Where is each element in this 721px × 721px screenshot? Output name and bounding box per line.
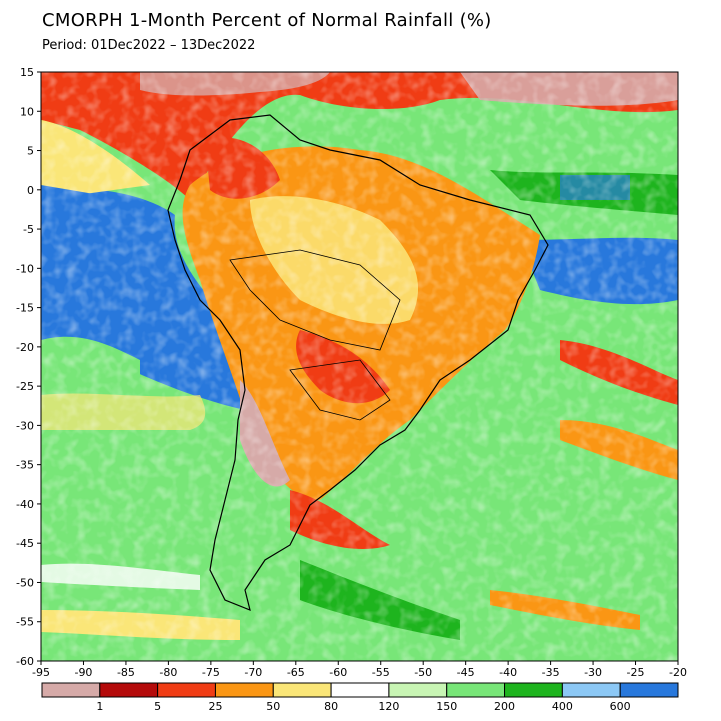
y-tick-label: -25	[16, 380, 34, 393]
y-tick-label: -20	[16, 341, 34, 354]
x-tick-label: -60	[329, 666, 347, 679]
colorbar-label: 1	[96, 700, 103, 713]
y-tick-label: -60	[16, 655, 34, 668]
colorbar-swatch	[214, 682, 274, 698]
y-tick-label: -30	[16, 419, 34, 432]
colorbar-swatch	[561, 682, 621, 698]
x-tick-label: -80	[159, 666, 177, 679]
x-tick-label: -75	[202, 666, 220, 679]
colorbar-label: 50	[266, 700, 280, 713]
y-tick-label: -15	[16, 302, 34, 315]
colorbar-label: 150	[436, 700, 457, 713]
colorbar-label: 80	[324, 700, 338, 713]
x-tick-label: -45	[457, 666, 475, 679]
x-tick-label: -95	[32, 666, 50, 679]
colorbar-label: 5	[154, 700, 161, 713]
rainfall-field	[41, 72, 678, 661]
x-tick-label: -50	[414, 666, 432, 679]
y-axis-ticks: 15 10 5 0 -5 -10 -15 -20 -25 -30 -35 -40 -45 -50 -55 -6…	[16, 66, 41, 668]
y-tick-label: 5	[27, 145, 34, 158]
colorbar-swatch	[272, 682, 332, 698]
y-tick-label: -40	[16, 498, 34, 511]
y-tick-label: 10	[20, 105, 34, 118]
y-tick-label: -55	[16, 616, 34, 629]
colorbar-swatch	[157, 682, 216, 698]
colorbar-label: 120	[378, 700, 399, 713]
x-tick-label: -30	[584, 666, 602, 679]
y-tick-label: 15	[20, 66, 34, 79]
x-tick-label: -55	[372, 666, 390, 679]
x-tick-label: -85	[117, 666, 135, 679]
y-tick-label: -45	[16, 537, 34, 550]
colorbar-label: 400	[552, 700, 573, 713]
y-tick-label: -10	[16, 262, 34, 275]
y-tick-label: 0	[27, 184, 34, 197]
plot-frame	[40, 71, 679, 662]
x-tick-label: -65	[287, 666, 305, 679]
x-tick-label: -40	[499, 666, 517, 679]
colorbar-swatch	[99, 682, 159, 698]
colorbar-swatch	[504, 682, 563, 698]
map-title: CMORPH 1-Month Percent of Normal Rainfal…	[42, 10, 492, 31]
y-tick-label: -35	[16, 459, 34, 472]
x-tick-label: -20	[669, 666, 687, 679]
x-tick-label: -90	[74, 666, 92, 679]
continent-outline	[167, 114, 549, 611]
colorbar-swatch	[446, 682, 506, 698]
colorbar-swatch	[41, 682, 101, 698]
colorbar-label: 25	[208, 700, 222, 713]
y-tick-label: -5	[23, 223, 34, 236]
x-axis-ticks: -95 -90 -85 -80 -75 -70 -65 -60 -55 -50 -45 -40 -35 -…	[32, 661, 687, 679]
period-label: Period: 01Dec2022 – 13Dec2022	[42, 38, 256, 53]
colorbar-label: 600	[610, 700, 631, 713]
x-tick-label: -25	[627, 666, 645, 679]
colorbar-label: 200	[494, 700, 515, 713]
colorbar-swatch	[330, 682, 390, 698]
colorbar-swatch	[619, 682, 679, 698]
y-tick-label: -50	[16, 576, 34, 589]
x-tick-label: -35	[542, 666, 560, 679]
colorbar: 1 5 25 50 80 120 150 200 400 600	[41, 682, 679, 713]
x-tick-label: -70	[244, 666, 262, 679]
colorbar-swatch	[388, 682, 448, 698]
